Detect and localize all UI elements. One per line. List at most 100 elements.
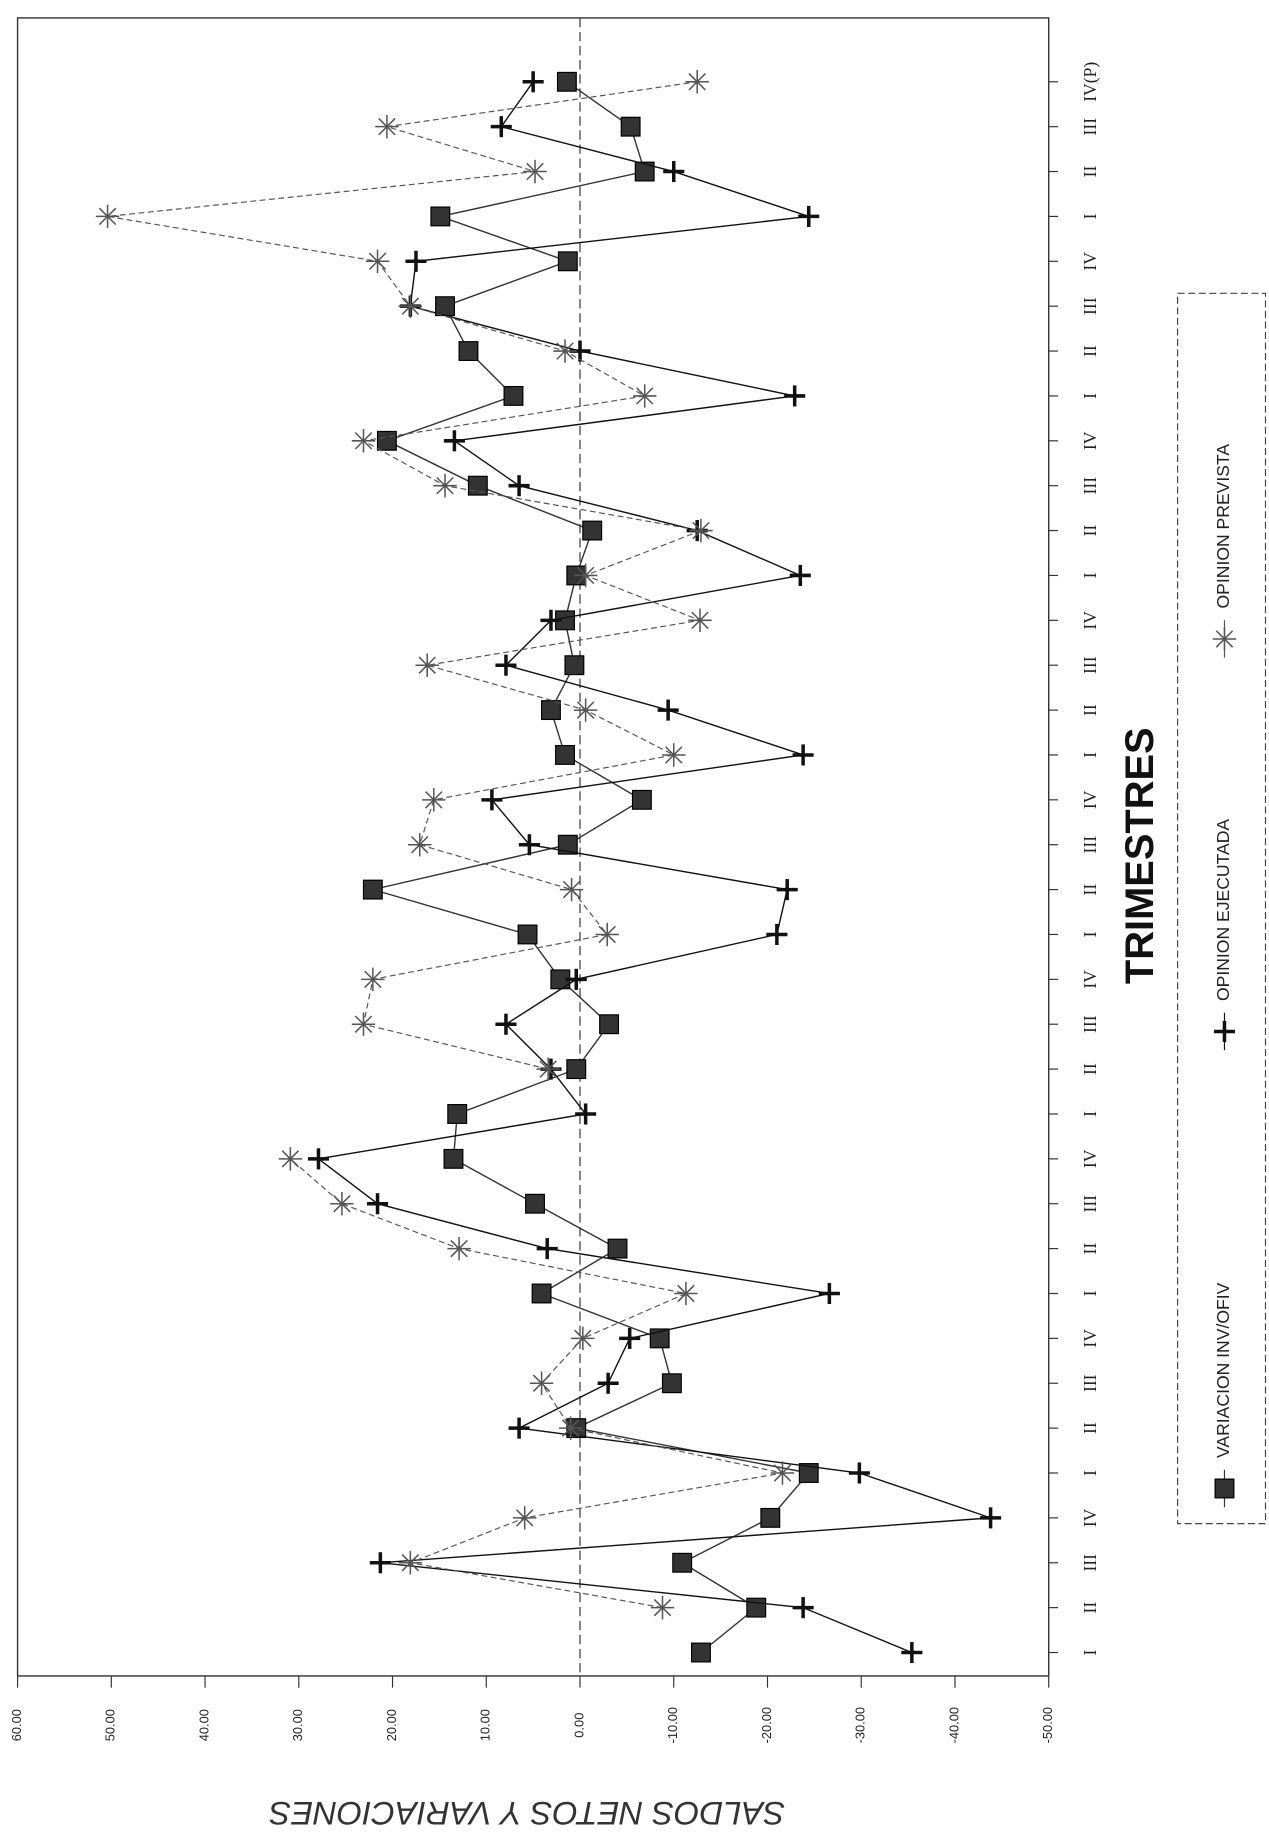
marker-square (525, 1193, 545, 1214)
marker-part (364, 970, 382, 989)
x-tick-label: I (1080, 213, 1100, 219)
marker (566, 1059, 587, 1080)
y-tick-label: 10.00 (478, 1709, 493, 1741)
y-tick-label: 40.00 (196, 1709, 211, 1741)
marker (398, 1551, 423, 1575)
marker-square (566, 1059, 587, 1080)
marker (369, 1552, 391, 1574)
marker-part (368, 252, 387, 271)
marker (573, 698, 598, 722)
marker-square (362, 879, 383, 900)
marker (495, 1013, 517, 1035)
marker (607, 1238, 628, 1259)
marker-part (98, 207, 117, 226)
marker (95, 204, 120, 229)
x-tick-label: I (1080, 1111, 1100, 1117)
marker-square (447, 1104, 468, 1124)
x-tick-label: III (1080, 1195, 1100, 1213)
marker (582, 520, 603, 541)
marker (362, 879, 383, 900)
marker (688, 608, 712, 633)
marker (597, 1372, 619, 1394)
marker (649, 1328, 670, 1349)
marker (573, 563, 598, 588)
marker (650, 1595, 675, 1620)
x-tick-label: IV(P) (1080, 62, 1100, 102)
marker (776, 879, 798, 901)
marker (435, 296, 455, 317)
marker-part (354, 432, 373, 450)
marker (685, 70, 709, 94)
marker-part (692, 521, 710, 540)
marker-part (574, 1329, 592, 1348)
marker (632, 384, 657, 408)
marker-part (691, 611, 709, 630)
marker (634, 161, 655, 182)
marker-part (410, 835, 429, 854)
marker-square (599, 1014, 620, 1035)
marker (690, 1642, 711, 1663)
series-line (316, 81, 991, 1654)
marker-part (401, 1554, 420, 1572)
y-tick-label: 20.00 (384, 1709, 399, 1741)
marker-part (561, 1419, 580, 1437)
marker (481, 789, 503, 811)
marker-square (443, 1148, 464, 1169)
x-tick-label: III (1080, 1554, 1100, 1572)
marker (422, 788, 446, 812)
marker (447, 1104, 468, 1124)
marker-part (515, 1509, 534, 1527)
marker-part (688, 73, 706, 91)
marker (798, 1463, 819, 1483)
marker (556, 71, 577, 92)
marker-square (556, 71, 577, 92)
marker-part (378, 117, 396, 136)
marker (443, 430, 465, 452)
marker (571, 1326, 595, 1351)
marker (490, 116, 512, 138)
marker (351, 1012, 376, 1036)
marker (689, 518, 713, 543)
marker (1213, 1020, 1236, 1043)
marker (595, 922, 619, 947)
marker (508, 1417, 530, 1439)
marker (366, 1193, 389, 1215)
x-tick-label: I (1080, 572, 1100, 578)
x-tick-label: II (1080, 1422, 1100, 1434)
marker (430, 206, 451, 227)
y-tick-label: 50.00 (103, 1709, 118, 1741)
marker (558, 1416, 583, 1440)
marker (672, 1552, 693, 1573)
marker (657, 699, 679, 721)
marker (458, 341, 479, 362)
marker-square (531, 1283, 552, 1304)
marker (1214, 1478, 1235, 1499)
marker (525, 1193, 545, 1214)
marker (980, 1507, 1002, 1529)
marker (555, 744, 575, 765)
x-tick-label: II (1080, 525, 1100, 537)
marker (631, 789, 652, 810)
marker (662, 743, 686, 767)
marker (512, 1506, 537, 1530)
x-tick-label: II (1080, 1063, 1100, 1075)
marker (770, 1461, 795, 1485)
marker-square (631, 789, 652, 810)
marker-square (798, 1463, 819, 1483)
marker (365, 249, 390, 274)
marker-square (430, 206, 451, 227)
x-tick-label: I (1080, 1649, 1100, 1655)
marker-square (557, 251, 578, 272)
marker-square (557, 834, 578, 855)
x-tick-label: II (1080, 1602, 1100, 1614)
marker-part (354, 1015, 373, 1033)
x-tick-label: II (1080, 345, 1100, 357)
marker (557, 251, 578, 272)
marker-square (649, 1328, 670, 1349)
marker-square (672, 1552, 693, 1573)
marker-square (435, 296, 455, 317)
legend-label: OPINION PREVISTA (1213, 444, 1233, 609)
marker (599, 1014, 620, 1035)
y-tick-label: -50.00 (1040, 1707, 1055, 1744)
